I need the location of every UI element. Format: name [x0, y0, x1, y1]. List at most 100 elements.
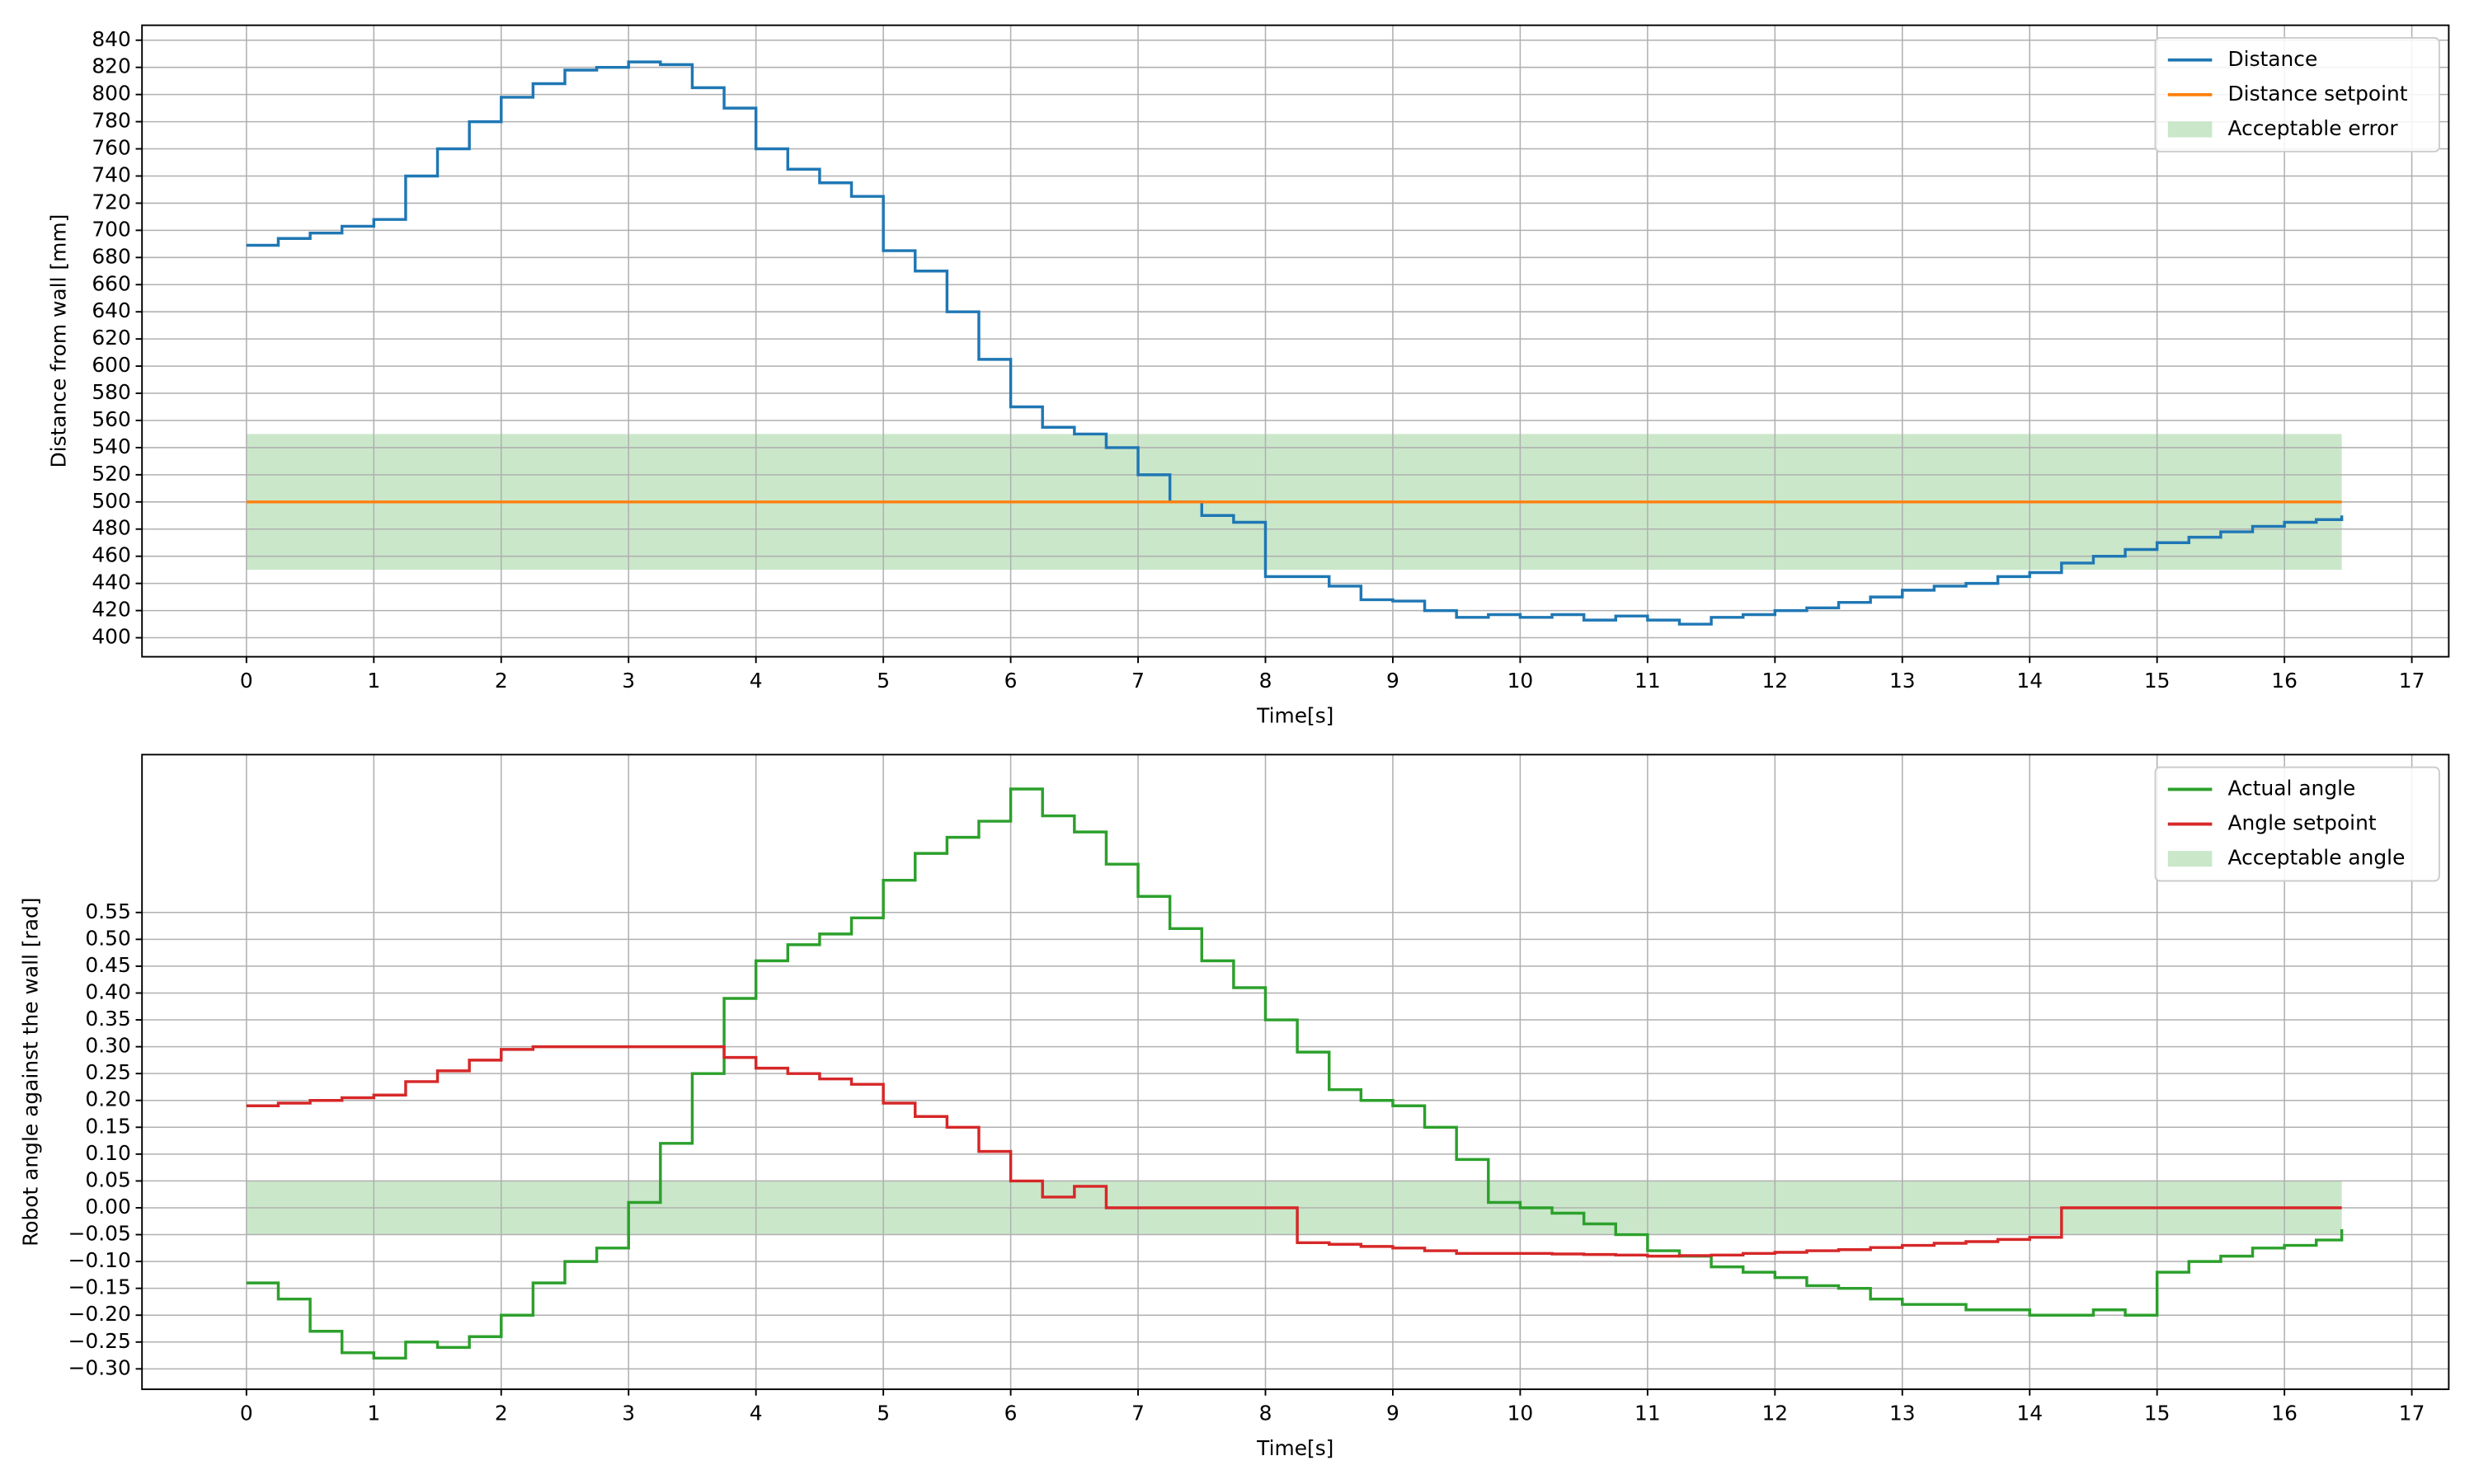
y-tick-label: 660 [92, 271, 130, 295]
y-tick-label: −0.10 [68, 1248, 131, 1272]
x-tick-label: 16 [2271, 1402, 2298, 1425]
legend-label: Angle setpoint [2228, 811, 2377, 835]
x-tick-label: 3 [622, 1402, 635, 1425]
x-tick-label: 14 [2016, 1402, 2043, 1425]
x-tick-label: 9 [1386, 1402, 1399, 1425]
y-tick-label: −0.30 [68, 1355, 131, 1379]
y-axis-label: Robot angle against the wall [rad] [18, 897, 42, 1246]
y-tick-label: 400 [92, 625, 130, 649]
legend-box [2154, 766, 2440, 882]
y-tick-label: 640 [92, 298, 130, 322]
x-tick-label: 12 [1761, 1402, 1788, 1425]
y-tick-label: −0.05 [68, 1222, 131, 1246]
y-tick-label: 740 [92, 162, 130, 186]
y-tick-label: 460 [92, 543, 130, 567]
x-tick-label: 10 [1507, 1402, 1534, 1425]
x-tick-label: 0 [240, 1402, 253, 1425]
x-tick-label: 5 [877, 1402, 890, 1425]
x-axis-label: Time[s] [1256, 1436, 1333, 1460]
x-tick-label: 4 [750, 1402, 763, 1425]
y-tick-label: 0.35 [85, 1007, 130, 1031]
y-tick-label: 680 [92, 244, 130, 268]
y-tick-label: 0.00 [85, 1195, 130, 1219]
y-tick-label: 620 [92, 326, 130, 350]
series-line [246, 787, 2344, 1360]
y-tick-label: 480 [92, 516, 130, 540]
legend-swatch [2167, 851, 2213, 867]
x-tick-label: 15 [2144, 669, 2171, 693]
chart: 0 1 2 3 4 5 6 7 8 9 10 11 12 13 14 15 16 17−0.30−0.25−0.2… [18, 754, 2450, 1460]
x-tick-label: 10 [1507, 669, 1534, 693]
x-tick-label: 0 [240, 669, 253, 693]
legend-label: Actual angle [2228, 776, 2356, 800]
x-tick-label: 17 [2399, 1402, 2425, 1425]
x-axis-label: Time[s] [1256, 703, 1333, 727]
x-tick-label: 13 [1889, 669, 1916, 693]
y-tick-label: 560 [92, 407, 130, 431]
y-tick-label: 600 [92, 353, 130, 377]
y-tick-label: 0.30 [85, 1034, 130, 1058]
y-tick-label: 580 [92, 380, 130, 404]
x-tick-label: 5 [877, 669, 890, 693]
y-tick-label: 0.45 [85, 953, 130, 977]
x-tick-label: 11 [1634, 1402, 1661, 1425]
y-tick-label: 0.25 [85, 1060, 130, 1084]
x-tick-label: 6 [1004, 1402, 1018, 1425]
y-tick-label: 780 [92, 109, 130, 133]
y-tick-label: 0.05 [85, 1167, 130, 1191]
y-tick-label: 440 [92, 571, 130, 594]
y-tick-label: −0.15 [68, 1275, 131, 1299]
x-tick-label: 17 [2399, 669, 2425, 693]
x-tick-label: 14 [2016, 669, 2043, 693]
y-tick-label: 820 [92, 54, 130, 78]
x-tick-label: 4 [750, 669, 763, 693]
y-tick-label: −0.25 [68, 1329, 131, 1353]
x-tick-label: 8 [1259, 1402, 1272, 1425]
x-tick-label: 8 [1259, 669, 1272, 693]
y-tick-label: 720 [92, 190, 130, 214]
y-tick-label: 840 [92, 27, 130, 51]
y-tick-label: 0.50 [85, 926, 130, 950]
series-line [246, 1045, 2342, 1258]
legend-label: Acceptable error [2228, 116, 2399, 140]
y-tick-label: 800 [92, 82, 130, 106]
x-tick-label: 1 [367, 669, 380, 693]
x-tick-label: 7 [1131, 1402, 1145, 1425]
x-tick-label: 2 [495, 1402, 508, 1425]
y-tick-label: −0.20 [68, 1302, 131, 1326]
y-tick-label: 760 [92, 136, 130, 160]
y-tick-label: 0.10 [85, 1141, 130, 1165]
x-tick-label: 2 [495, 669, 508, 693]
series-line [246, 60, 2344, 626]
y-tick-label: 0.40 [85, 979, 130, 1003]
y-tick-label: 700 [92, 217, 130, 241]
x-tick-label: 12 [1761, 669, 1788, 693]
legend-label: Distance [2228, 47, 2318, 71]
x-tick-label: 9 [1386, 669, 1399, 693]
y-tick-label: 0.55 [85, 899, 130, 923]
x-tick-label: 1 [367, 1402, 380, 1425]
x-tick-label: 3 [622, 669, 635, 693]
legend-label: Distance setpoint [2228, 82, 2408, 106]
x-tick-label: 6 [1004, 669, 1018, 693]
y-tick-label: 540 [92, 434, 130, 458]
legend-box [2154, 37, 2440, 153]
legend-swatch [2167, 121, 2213, 138]
y-tick-label: 420 [92, 598, 130, 622]
x-tick-label: 16 [2271, 669, 2298, 693]
y-tick-label: 500 [92, 489, 130, 513]
x-tick-label: 13 [1889, 1402, 1916, 1425]
y-tick-label: 520 [92, 462, 130, 486]
y-axis-label: Distance from wall [mm] [47, 214, 71, 468]
y-tick-label: 0.20 [85, 1087, 130, 1111]
x-tick-label: 15 [2144, 1402, 2171, 1425]
plot-frame [141, 24, 2450, 658]
chart: 0 1 2 3 4 5 6 7 8 9 10 11 12 13 14 15 16 1740042044046048… [47, 24, 2450, 727]
legend-label: Acceptable angle [2228, 846, 2406, 870]
plot-frame [141, 754, 2450, 1391]
x-tick-label: 11 [1634, 669, 1661, 693]
y-tick-label: 0.15 [85, 1114, 130, 1138]
x-tick-label: 7 [1131, 669, 1145, 693]
